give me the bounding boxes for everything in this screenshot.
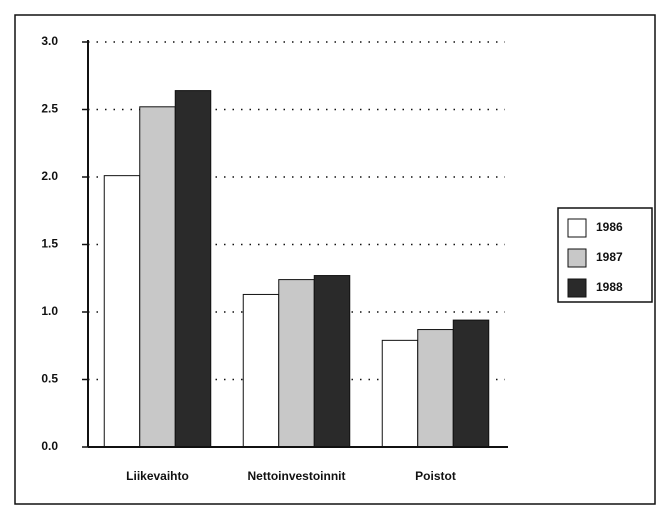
legend-label: 1988	[596, 280, 623, 294]
bar	[313, 275, 351, 448]
y-tick-label: 3.0	[41, 34, 58, 48]
frame	[14, 14, 656, 505]
bar	[174, 90, 212, 448]
y-tick-label: 0.0	[41, 439, 58, 453]
y-tick-label: 2.5	[41, 102, 58, 116]
legend-swatch	[567, 248, 587, 268]
bar	[417, 329, 454, 448]
bar	[381, 339, 419, 448]
bar	[278, 279, 315, 448]
legend-swatch	[567, 278, 587, 298]
x-tick-label: Liikevaihto	[126, 469, 189, 483]
bar	[139, 106, 176, 448]
legend-label: 1986	[596, 220, 623, 234]
legend-label: 1987	[596, 250, 623, 264]
y-tick-label: 1.5	[41, 237, 58, 251]
bar	[103, 175, 141, 448]
y-tick-label: 0.5	[41, 372, 58, 386]
x-tick-label: Poistot	[415, 469, 456, 483]
x-tick-label: Nettoinvestoinnit	[248, 469, 346, 483]
y-tick-label: 2.0	[41, 169, 58, 183]
bar	[452, 319, 490, 448]
y-tick-label: 1.0	[41, 304, 58, 318]
bar	[242, 293, 280, 448]
legend-swatch	[567, 218, 587, 238]
